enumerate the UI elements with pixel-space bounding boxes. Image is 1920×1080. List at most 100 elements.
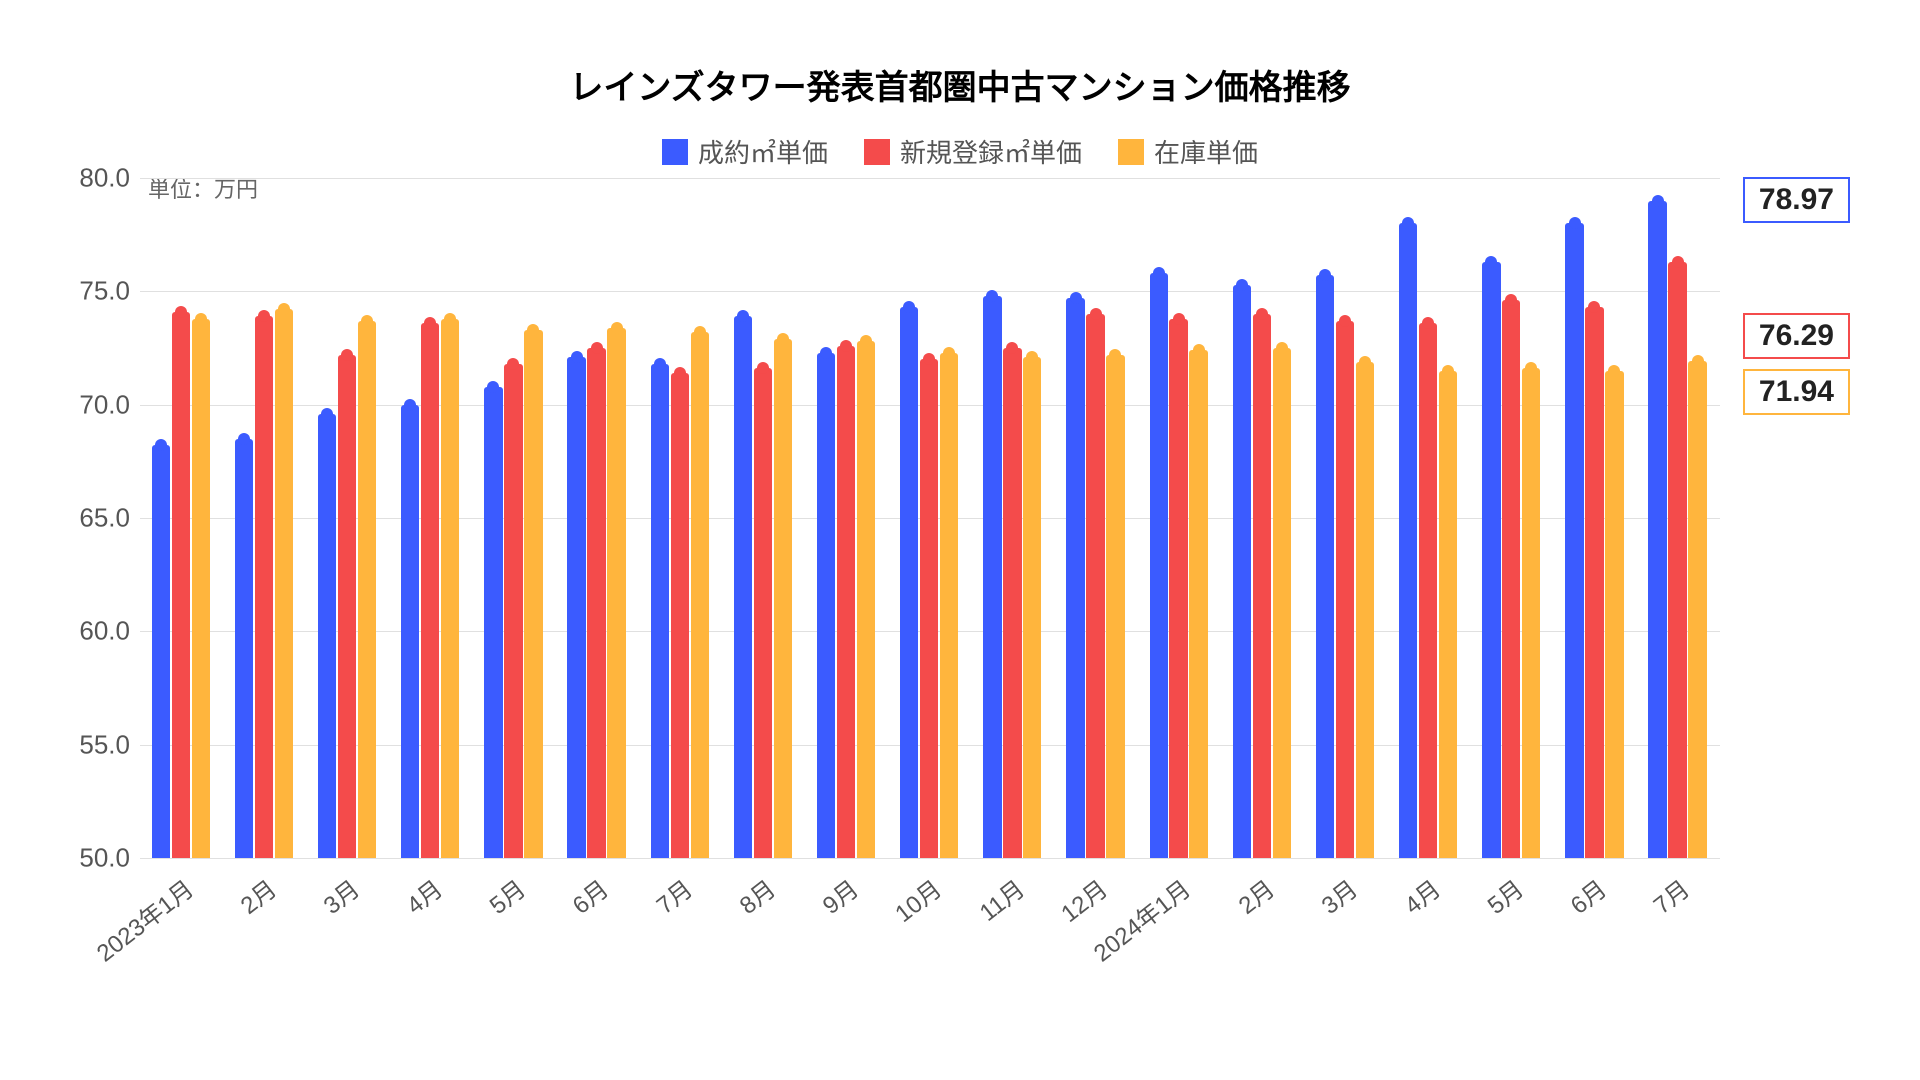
bar — [857, 341, 875, 858]
bar — [817, 353, 835, 858]
x-axis-tick-label: 2023年1月 — [178, 870, 200, 898]
bar-top-marker — [757, 362, 769, 374]
bar — [172, 312, 190, 858]
bar-top-marker — [737, 310, 749, 322]
legend-swatch — [864, 139, 890, 165]
bar — [900, 307, 918, 858]
y-axis-tick-label: 50.0 — [60, 843, 130, 874]
bar-top-marker — [820, 347, 832, 359]
bar-top-marker — [404, 399, 416, 411]
legend-swatch — [1118, 139, 1144, 165]
chart-title: レインズタワー発表首都圏中古マンション価格推移 — [60, 60, 1860, 109]
y-axis-tick-label: 60.0 — [60, 616, 130, 647]
legend-label: 在庫単価 — [1154, 133, 1258, 170]
bar-top-marker — [1652, 195, 1664, 207]
bar-top-marker — [1569, 217, 1581, 229]
bar-top-marker — [1276, 342, 1288, 354]
bar-top-marker — [258, 310, 270, 322]
bar — [567, 357, 585, 858]
bar-top-marker — [1026, 351, 1038, 363]
x-axis-tick-label: 5月 — [510, 870, 532, 898]
y-axis-tick-label: 70.0 — [60, 389, 130, 420]
bar-top-marker — [1090, 308, 1102, 320]
bar-top-marker — [527, 324, 539, 336]
bar — [587, 348, 605, 858]
plot-area: 単位：万円 50.055.060.065.070.075.080.02023年1… — [140, 178, 1720, 858]
bar — [338, 355, 356, 858]
x-axis-tick-label: 3月 — [1342, 870, 1364, 898]
bar-top-marker — [1692, 355, 1704, 367]
x-axis-tick-label: 2月 — [261, 870, 283, 898]
x-axis-tick-label: 5月 — [1508, 870, 1530, 898]
bar — [1399, 223, 1417, 858]
legend-label: 成約㎡単価 — [698, 133, 828, 170]
bar-top-marker — [1173, 313, 1185, 325]
bar — [983, 296, 1001, 858]
bar — [1316, 275, 1334, 858]
x-axis-tick-label: 3月 — [344, 870, 366, 898]
bar — [441, 319, 459, 858]
bar-top-marker — [1193, 344, 1205, 356]
bar — [1253, 314, 1271, 858]
bar — [1150, 273, 1168, 858]
bar-top-marker — [840, 340, 852, 352]
bar-top-marker — [1672, 256, 1684, 268]
value-callout: 71.94 — [1743, 369, 1850, 415]
bar-top-marker — [986, 290, 998, 302]
x-axis-tick-label: 11月 — [1009, 870, 1031, 898]
bar — [1336, 321, 1354, 858]
bar-top-marker — [611, 322, 623, 334]
bar-top-marker — [1422, 317, 1434, 329]
bar — [1023, 357, 1041, 858]
bar — [275, 309, 293, 858]
bar-top-marker — [591, 342, 603, 354]
bar-top-marker — [943, 347, 955, 359]
value-callout: 78.97 — [1743, 177, 1850, 223]
bar — [1106, 355, 1124, 858]
bar — [691, 332, 709, 858]
bar — [651, 364, 669, 858]
bar-top-marker — [1402, 217, 1414, 229]
x-axis-tick-label: 12月 — [1092, 870, 1114, 898]
bar — [1688, 361, 1706, 858]
legend-item: 在庫単価 — [1118, 133, 1258, 170]
bar-top-marker — [1236, 279, 1248, 291]
bar — [152, 445, 170, 858]
bar-top-marker — [195, 313, 207, 325]
bar — [421, 323, 439, 858]
chart-container: レインズタワー発表首都圏中古マンション価格推移 成約㎡単価新規登録㎡単価在庫単価… — [0, 0, 1920, 1080]
gridline — [140, 858, 1720, 859]
bar-top-marker — [341, 349, 353, 361]
chart-legend: 成約㎡単価新規登録㎡単価在庫単価 — [60, 133, 1860, 170]
bar — [1233, 285, 1251, 858]
bar — [754, 368, 772, 858]
bar — [1169, 319, 1187, 858]
x-axis-tick-label: 9月 — [843, 870, 865, 898]
bar-top-marker — [1588, 301, 1600, 313]
bar — [940, 353, 958, 858]
bar-top-marker — [238, 433, 250, 445]
bar — [1482, 262, 1500, 858]
x-axis-tick-label: 6月 — [1591, 870, 1613, 898]
bars-layer — [140, 178, 1720, 858]
bar-top-marker — [278, 303, 290, 315]
bar — [920, 359, 938, 858]
bar-top-marker — [571, 351, 583, 363]
bar-top-marker — [1525, 362, 1537, 374]
y-axis-tick-label: 65.0 — [60, 503, 130, 534]
bar-top-marker — [444, 313, 456, 325]
bar — [1668, 262, 1686, 858]
bar-top-marker — [1359, 356, 1371, 368]
bar-top-marker — [1339, 315, 1351, 327]
bar — [1522, 368, 1540, 858]
bar — [358, 321, 376, 858]
x-axis-tick-label: 7月 — [1674, 870, 1696, 898]
x-axis-tick-label: 4月 — [1425, 870, 1447, 898]
bar-top-marker — [777, 333, 789, 345]
bar-top-marker — [1070, 292, 1082, 304]
bar — [484, 387, 502, 858]
bar-top-marker — [1485, 256, 1497, 268]
bar — [1648, 201, 1666, 858]
bar-top-marker — [674, 367, 686, 379]
bar — [1419, 323, 1437, 858]
